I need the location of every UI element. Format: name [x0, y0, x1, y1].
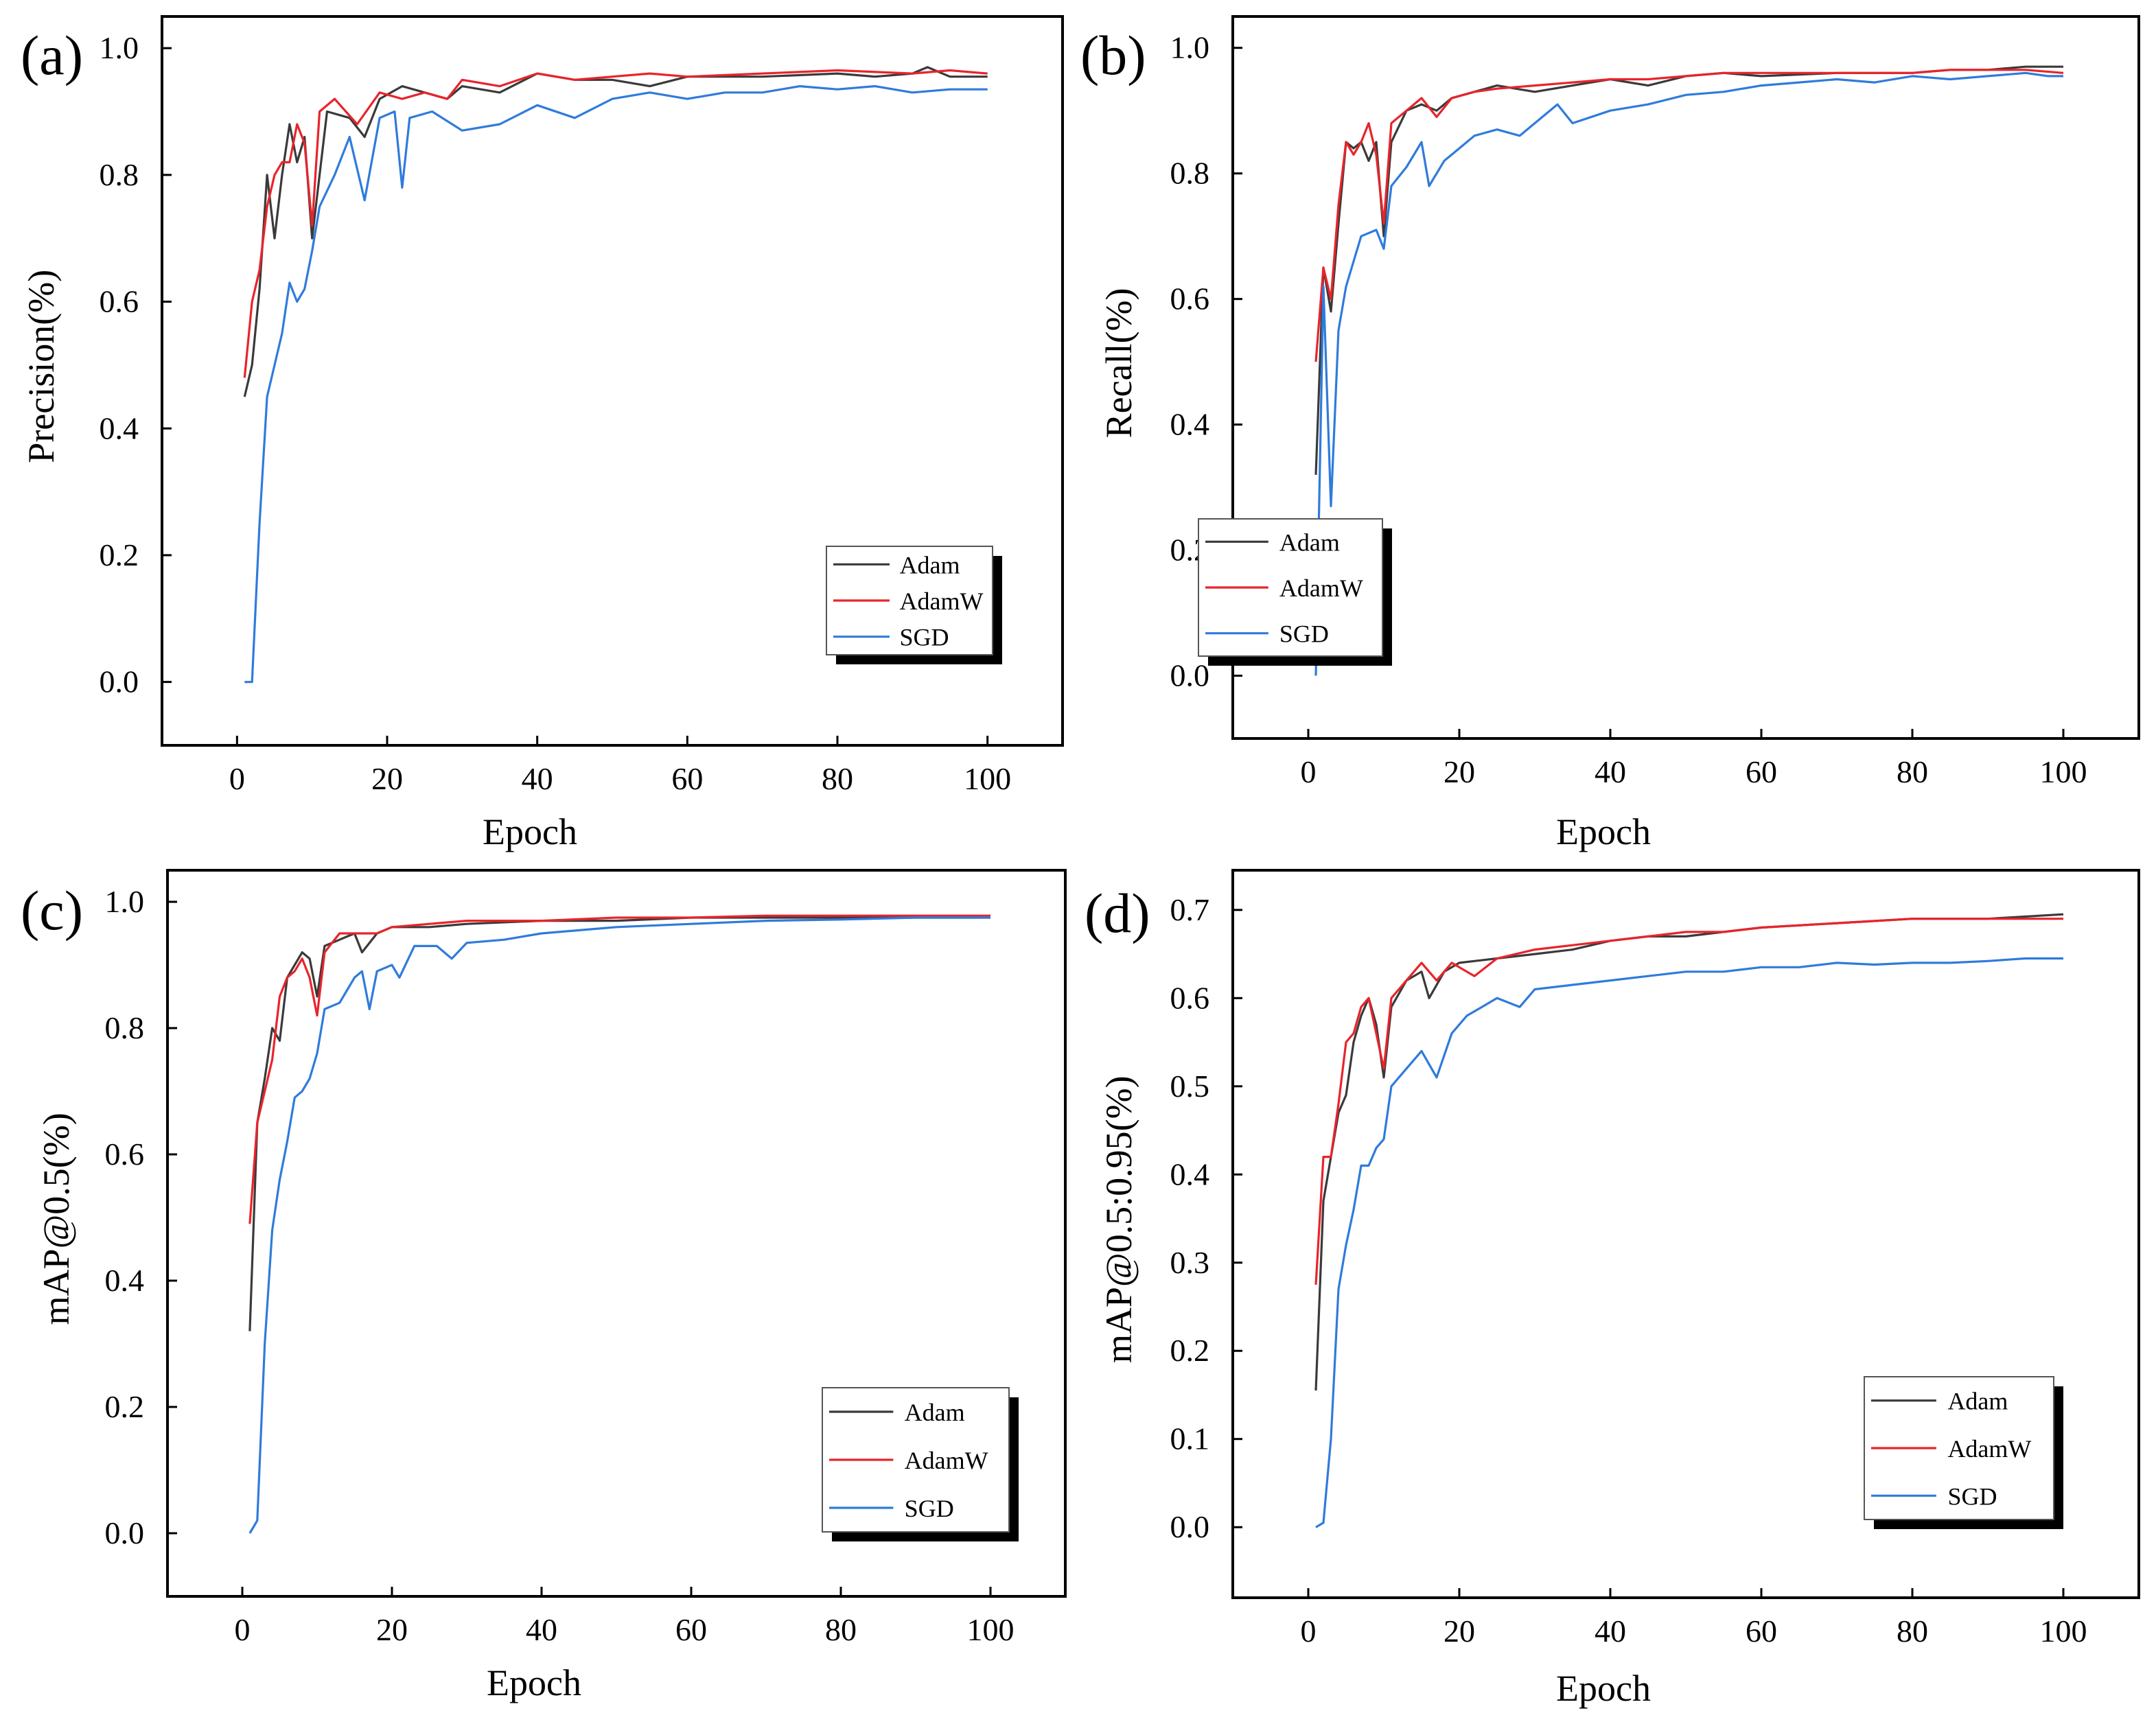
x-tick-label: 0	[235, 1612, 251, 1647]
plot-frame	[1231, 15, 2140, 740]
x-tick-label: 60	[675, 1612, 707, 1647]
panel-label: (c)	[21, 879, 83, 942]
y-tick-label: 0.3	[1170, 1245, 1210, 1280]
x-tick-label: 20	[1444, 1614, 1475, 1649]
y-tick-label: 0.4	[1170, 1156, 1210, 1191]
series-line-adam	[1314, 65, 2063, 475]
legend-label-adam: Adam	[899, 551, 960, 579]
y-axis-label: Precision(%)	[21, 270, 62, 463]
plot-frame	[166, 869, 1067, 1598]
legend: Adam AdamW SGD	[822, 1387, 1019, 1541]
x-tick-label: 60	[1746, 754, 1777, 789]
x-tick-label: 80	[1897, 754, 1928, 789]
series-line-adam	[243, 66, 988, 397]
panel-label: (d)	[1085, 882, 1150, 944]
x-tick-label: 40	[522, 761, 553, 796]
series-line-sgd	[244, 85, 988, 684]
y-tick-label: 0.8	[1170, 156, 1210, 191]
x-tick-label: 60	[1746, 1614, 1777, 1649]
legend-label-adamw: AdamW	[905, 1447, 988, 1474]
x-axis-label: Epoch	[1556, 1668, 1651, 1709]
chart-panel-2: 0 20 40 60 80 1000.00.20.40.60.81.0EpochRecal…	[1080, 15, 2140, 852]
x-tick-label: 100	[2040, 754, 2087, 789]
legend-label-sgd: SGD	[905, 1495, 954, 1522]
y-tick-label: 0.4	[100, 410, 139, 445]
x-tick-label: 80	[1897, 1614, 1928, 1649]
y-axis-label: mAP@0.5:0.95(%)	[1098, 1075, 1139, 1363]
y-tick-label: 0.0	[105, 1515, 145, 1550]
x-axis-label: Epoch	[483, 811, 577, 852]
y-tick-label: 1.0	[105, 884, 145, 919]
y-tick-label: 0.0	[1170, 1509, 1210, 1544]
legend-label-adamw: AdamW	[899, 587, 983, 615]
x-tick-label: 100	[2040, 1614, 2087, 1649]
series-line-sgd	[1315, 957, 2063, 1528]
legend-label-adam: Adam	[905, 1399, 965, 1426]
chart-panel-4: 0 20 40 60 80 100 0.0 0.1 0.2 0.3 0.4 0.5 0.6 0.7 Epoc…	[1085, 869, 2140, 1709]
x-tick-label: 20	[1444, 754, 1475, 789]
x-tick-label: 20	[371, 761, 403, 796]
y-tick-label: 0.2	[105, 1389, 145, 1424]
y-axis-label: mAP@0.5(%)	[36, 1113, 77, 1325]
legend-label-adam: Adam	[1947, 1388, 2008, 1415]
x-tick-label: 80	[822, 761, 853, 796]
y-tick-label: 0.6	[1170, 281, 1210, 316]
x-tick-label: 20	[376, 1612, 408, 1647]
plot-frame	[1231, 869, 2140, 1599]
legend-label-adam: Adam	[1279, 528, 1340, 556]
y-tick-label: 0.0	[1170, 658, 1210, 693]
y-tick-label: 0.5	[1170, 1069, 1210, 1104]
y-tick-label: 0.6	[105, 1137, 145, 1172]
x-tick-label: 40	[1595, 1614, 1626, 1649]
legend: Adam AdamW SGD	[1864, 1376, 2063, 1529]
series-line-adamw	[1314, 69, 2064, 362]
series-line-adam	[1314, 913, 2064, 1391]
chart-panel-1: 0 20 40 60 80 100 0.0 0.2 0.4 0.6 0.8 1.0 Epoch Preci…	[21, 15, 1064, 852]
legend: Adam AdamW SGD	[1198, 518, 1392, 666]
panel-label: (b)	[1080, 24, 1146, 86]
plot-frame	[161, 15, 1064, 747]
x-tick-label: 40	[526, 1612, 557, 1647]
legend-label-adamw: AdamW	[1947, 1435, 2031, 1463]
series-line-adamw	[243, 69, 988, 378]
series-line-adamw	[248, 914, 990, 1224]
panel-label: (a)	[21, 24, 83, 86]
y-tick-label: 0.2	[1170, 1333, 1210, 1368]
x-tick-label: 60	[671, 761, 703, 796]
x-tick-label: 0	[1301, 1614, 1317, 1649]
legend: Adam AdamW SGD	[826, 546, 1002, 664]
x-axis-label: Epoch	[487, 1662, 581, 1703]
series-line-sgd	[1314, 71, 2063, 676]
x-tick-label: 80	[825, 1612, 857, 1647]
x-tick-label: 100	[964, 761, 1011, 796]
x-tick-label: 0	[229, 761, 245, 796]
x-axis-label: Epoch	[1556, 811, 1651, 852]
y-tick-label: 0.6	[1170, 980, 1210, 1015]
y-tick-label: 0.1	[1170, 1421, 1210, 1456]
legend-label-sgd: SGD	[1947, 1482, 1997, 1510]
series-line-adam	[248, 916, 990, 1331]
y-tick-label: 0.4	[1170, 407, 1210, 442]
legend-label-sgd: SGD	[1279, 620, 1329, 648]
y-tick-label: 1.0	[100, 30, 139, 65]
y-tick-label: 0.8	[100, 157, 139, 192]
series-line-adamw	[1314, 918, 2063, 1285]
y-tick-label: 0.7	[1170, 892, 1210, 927]
x-tick-label: 100	[967, 1612, 1015, 1647]
y-tick-label: 0.0	[100, 664, 139, 699]
x-tick-label: 40	[1595, 754, 1626, 789]
legend-label-adamw: AdamW	[1279, 574, 1363, 602]
y-tick-label: 0.4	[105, 1263, 145, 1298]
y-axis-label: Recall(%)	[1098, 288, 1139, 439]
y-tick-label: 0.2	[100, 537, 139, 572]
x-tick-label: 0	[1301, 754, 1317, 789]
y-tick-label: 0.6	[100, 284, 139, 319]
legend-label-sgd: SGD	[899, 624, 949, 651]
series-line-sgd	[248, 916, 990, 1534]
y-tick-label: 0.8	[105, 1010, 145, 1045]
y-tick-label: 1.0	[1170, 30, 1210, 65]
chart-panel-3: 0 20 40 60 80 100 0.0 0.2 0.4 0.6 0.8 1.0 Epoch mAP@0…	[21, 869, 1067, 1703]
